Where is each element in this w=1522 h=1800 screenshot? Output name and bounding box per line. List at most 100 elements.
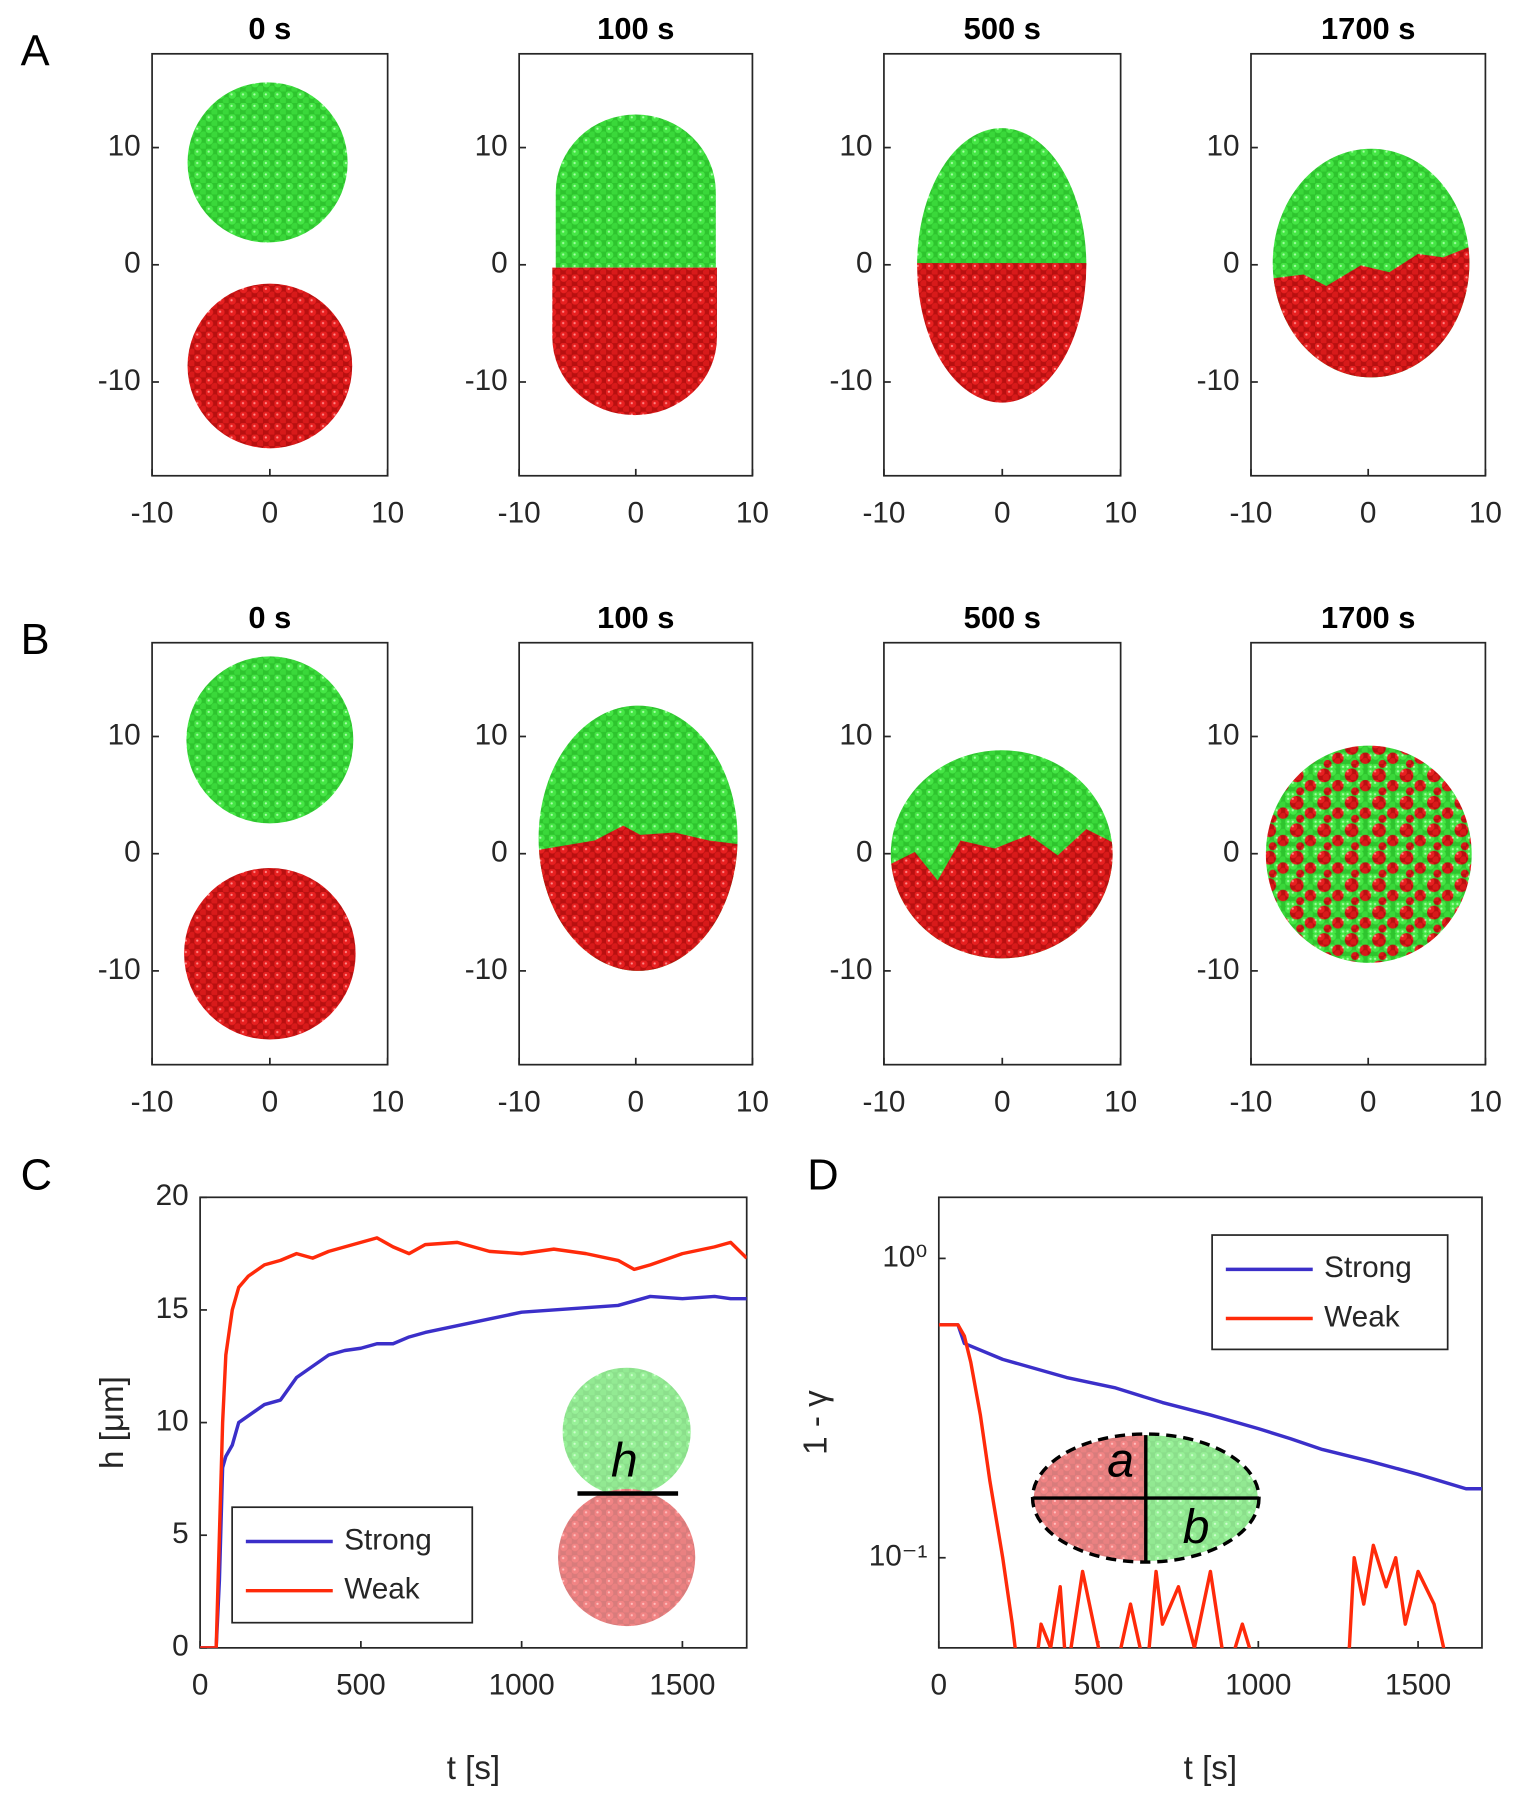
panel-title: 0 s xyxy=(248,600,291,635)
axes-frame xyxy=(937,1196,1483,1649)
merged-cluster xyxy=(1272,148,1470,378)
y-tick-label: 10 xyxy=(108,718,141,751)
series-line xyxy=(938,1323,1446,1648)
x-tick-label: 10 xyxy=(371,496,404,529)
series-line xyxy=(200,1236,747,1648)
y-axis-label: 1 - γ xyxy=(797,1390,834,1455)
x-tick-label: -10 xyxy=(1230,1085,1273,1118)
x-tick-label: -10 xyxy=(1230,496,1273,529)
panel-title: 500 s xyxy=(964,11,1041,46)
legend-label: Strong xyxy=(344,1523,432,1556)
x-tick-label: 10 xyxy=(736,1085,769,1118)
y-tick-label: 20 xyxy=(156,1179,189,1212)
x-tick-label: 0 xyxy=(1360,496,1377,529)
mixed-cluster xyxy=(1265,745,1472,963)
y-tick-label: -10 xyxy=(1197,364,1240,397)
panel-label: A xyxy=(21,27,50,75)
panel-label: C xyxy=(21,1151,52,1199)
y-tick-label: 0 xyxy=(1223,247,1240,280)
x-tick-label: 0 xyxy=(192,1669,209,1702)
x-axis-label: t [s] xyxy=(1184,1750,1237,1787)
panel-label: D xyxy=(807,1151,838,1199)
merged-cluster xyxy=(538,705,738,971)
x-tick-label: 10 xyxy=(1469,1085,1502,1118)
green-cluster xyxy=(555,114,716,268)
x-tick-label: -10 xyxy=(498,496,541,529)
x-axis-label: t [s] xyxy=(447,1750,500,1787)
y-tick-label: 10 xyxy=(475,129,508,162)
x-tick-label: 500 xyxy=(1074,1669,1124,1702)
y-tick-label: -10 xyxy=(830,364,873,397)
x-tick-label: 10 xyxy=(371,1085,404,1118)
x-tick-label: 1500 xyxy=(1385,1669,1451,1702)
y-tick-label: 10 xyxy=(156,1404,189,1437)
y-tick-label: -10 xyxy=(1197,953,1240,986)
legend-box xyxy=(1211,1234,1449,1351)
y-tick-label: -10 xyxy=(98,364,141,397)
y-tick-label: 10 xyxy=(839,718,872,751)
panel-title: 500 s xyxy=(964,600,1041,635)
y-tick-label: 10 xyxy=(1206,129,1239,162)
particle-snapshots xyxy=(184,82,1472,1040)
x-tick-label: 0 xyxy=(262,1085,279,1118)
x-tick-label: -10 xyxy=(131,1085,174,1118)
y-tick-label: -10 xyxy=(98,953,141,986)
green-cluster xyxy=(186,656,354,824)
panel-title: 100 s xyxy=(597,11,674,46)
inset-d xyxy=(1030,1432,1261,1564)
legend-label: Weak xyxy=(344,1573,420,1606)
panel-title: 100 s xyxy=(597,600,674,635)
y-tick-label: 0 xyxy=(124,247,141,280)
y-tick-label: 10 xyxy=(475,718,508,751)
x-tick-label: 0 xyxy=(628,1085,645,1118)
x-tick-label: -10 xyxy=(862,1085,905,1118)
x-tick-label: 0 xyxy=(931,1669,948,1702)
annotation: b xyxy=(1183,1501,1210,1554)
y-tick-label: 10⁰ xyxy=(882,1240,927,1273)
panel-title: 1700 s xyxy=(1321,11,1415,46)
y-tick-label: 0 xyxy=(124,836,141,869)
panel-title: 0 s xyxy=(248,11,291,46)
merged-cluster xyxy=(917,128,1087,403)
x-tick-label: 1000 xyxy=(489,1669,555,1702)
y-tick-label: 0 xyxy=(856,836,873,869)
x-tick-label: 1500 xyxy=(649,1669,715,1702)
x-tick-label: 10 xyxy=(1104,496,1137,529)
x-tick-label: -10 xyxy=(862,496,905,529)
x-tick-label: 0 xyxy=(628,496,645,529)
y-tick-label: 5 xyxy=(172,1517,189,1550)
x-tick-label: 0 xyxy=(994,496,1011,529)
x-tick-label: 0 xyxy=(994,1085,1011,1118)
legend-label: Strong xyxy=(1324,1251,1412,1284)
x-tick-label: 0 xyxy=(1360,1085,1377,1118)
legend-label: Weak xyxy=(1324,1300,1400,1333)
y-tick-label: 15 xyxy=(156,1292,189,1325)
x-tick-label: 10 xyxy=(1104,1085,1137,1118)
y-tick-label: 0 xyxy=(1223,836,1240,869)
red-cluster xyxy=(552,267,717,416)
green-cluster xyxy=(187,82,348,243)
y-tick-label: 10 xyxy=(1206,718,1239,751)
inset-c xyxy=(558,1367,696,1627)
y-tick-label: 0 xyxy=(856,247,873,280)
x-tick-label: 1000 xyxy=(1225,1669,1291,1702)
y-tick-label: 0 xyxy=(172,1630,189,1663)
y-tick-label: 10⁻¹ xyxy=(869,1540,928,1573)
y-tick-label: 10 xyxy=(108,129,141,162)
panel-label: B xyxy=(21,616,50,664)
legend-box xyxy=(231,1506,474,1624)
y-tick-label: 10 xyxy=(839,129,872,162)
red-cluster xyxy=(187,283,353,449)
y-tick-label: -10 xyxy=(830,953,873,986)
merged-cluster xyxy=(890,750,1113,959)
x-tick-label: 10 xyxy=(736,496,769,529)
annotation: a xyxy=(1107,1434,1134,1487)
x-tick-label: 10 xyxy=(1469,496,1502,529)
x-tick-label: -10 xyxy=(131,496,174,529)
series-line xyxy=(200,1294,747,1648)
annotation: h xyxy=(611,1434,638,1487)
y-axis-label: h [μm] xyxy=(94,1376,131,1469)
y-tick-label: 0 xyxy=(491,247,508,280)
y-tick-label: -10 xyxy=(465,953,508,986)
